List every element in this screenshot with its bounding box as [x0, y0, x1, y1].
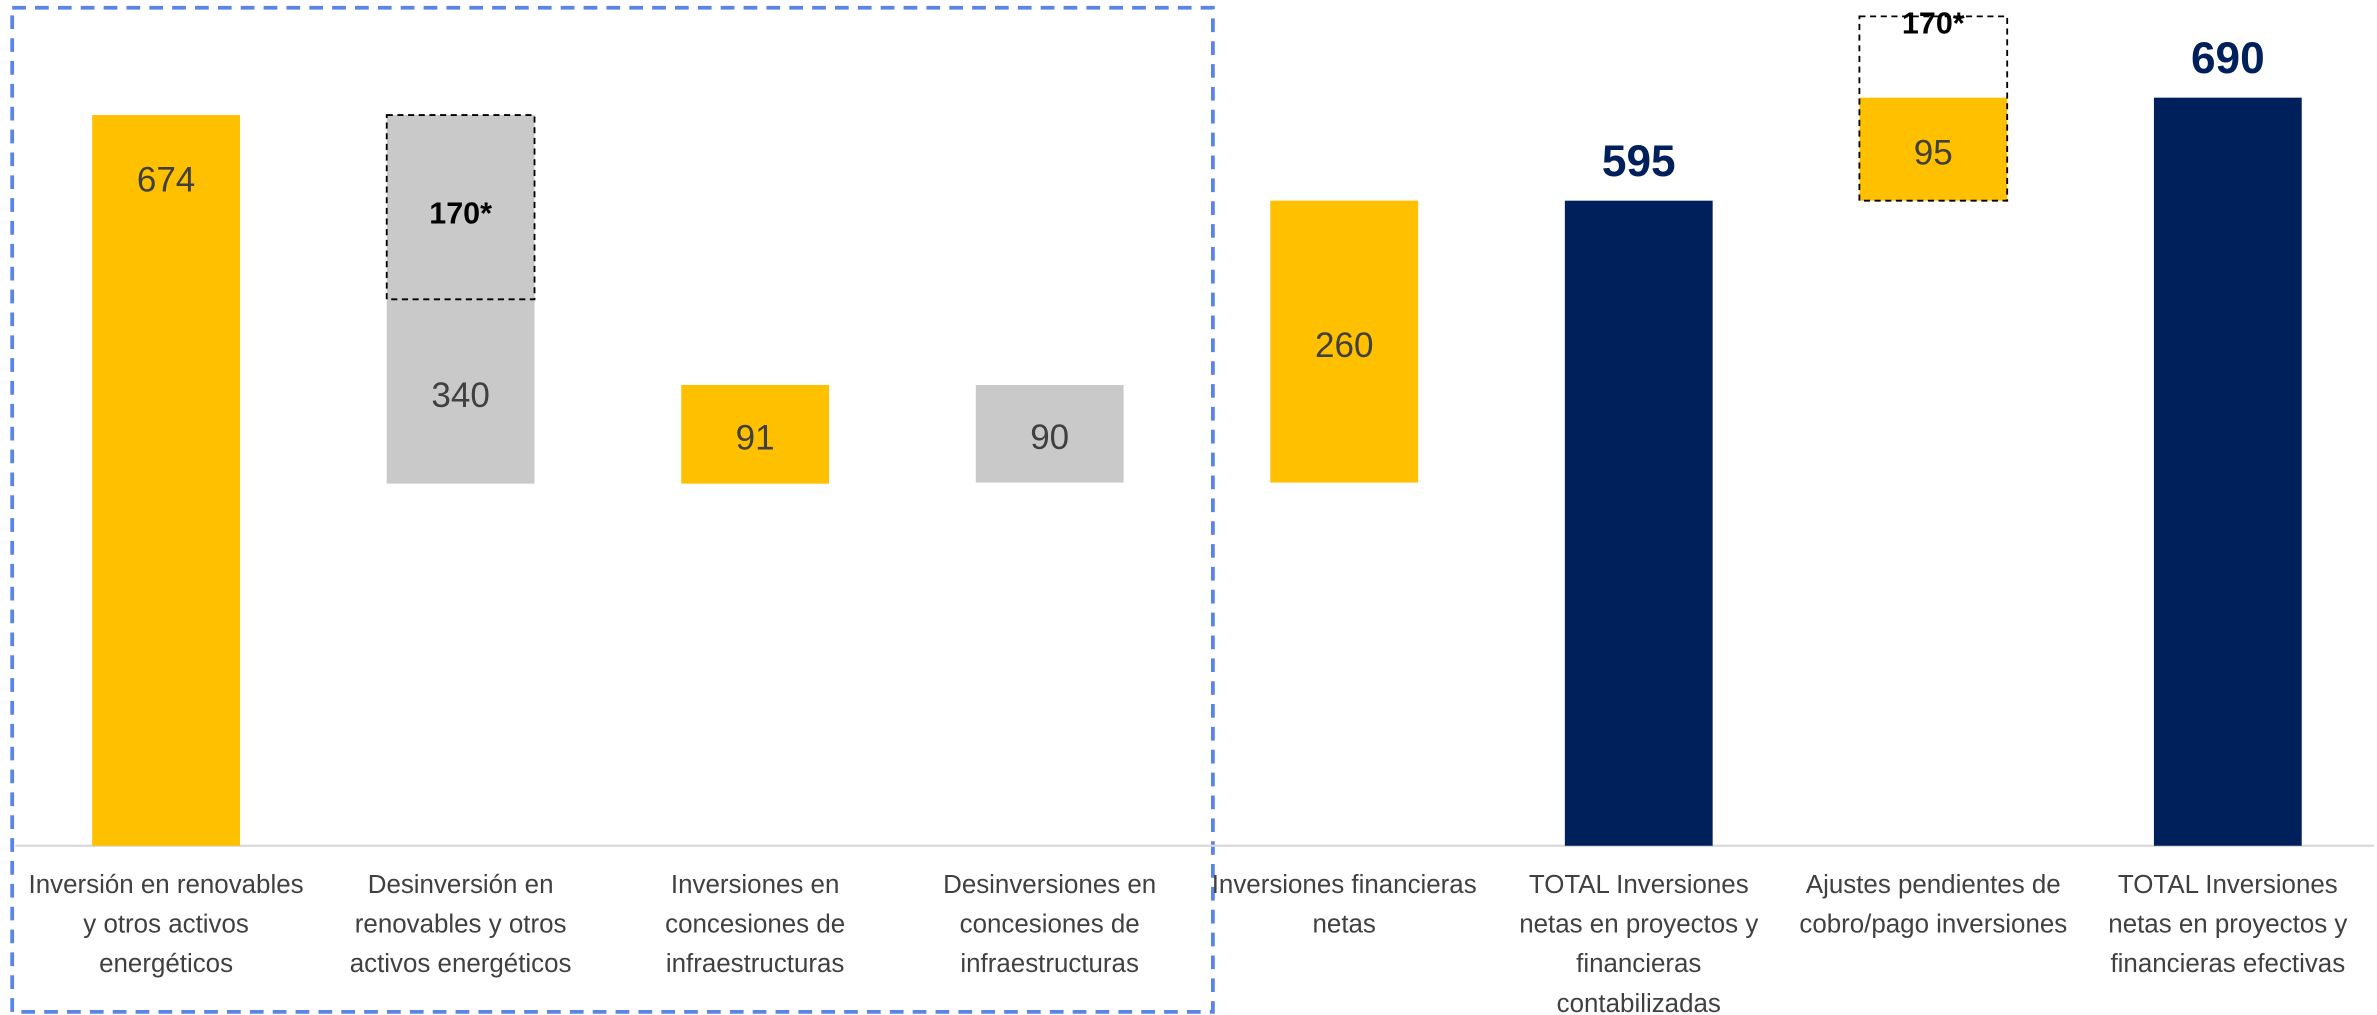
annotation-label: 170*	[429, 197, 492, 231]
x-tick-label: TOTAL Inversiones netas en proyectos y f…	[1519, 870, 1759, 1015]
annotation-box	[1858, 15, 2009, 202]
x-label-box: Desinversiones en concesiones de infraes…	[943, 870, 1157, 979]
value-label: 90	[1030, 418, 1069, 457]
x-tick-label: TOTAL Inversiones netas en proyectos y f…	[2108, 870, 2348, 979]
value-label: 91	[736, 419, 775, 458]
x-label-box: TOTAL Inversiones netas en proyectos y f…	[1519, 870, 1759, 1015]
x-tick-label: Inversión en renovables y otros activos …	[28, 870, 304, 979]
x-label-box: Inversiones financieras netas	[1211, 870, 1477, 939]
x-tick-label: Inversiones financieras netas	[1211, 870, 1477, 939]
x-tick-label: Desinversiones en concesiones de infraes…	[943, 870, 1157, 979]
x-tick-label: Desinversión en renovables y otros activ…	[349, 870, 572, 979]
group-frame	[10, 5, 1215, 1014]
x-label-box: Inversión en renovables y otros activos …	[28, 870, 304, 979]
value-label: 95	[1914, 134, 1953, 173]
bar	[1270, 200, 1419, 483]
x-label-box: Desinversión en renovables y otros activ…	[349, 870, 572, 979]
bar	[1859, 97, 2008, 201]
value-label: 260	[1315, 326, 1373, 365]
x-tick-label: Inversiones en concesiones de infraestru…	[665, 870, 846, 979]
x-label-box: Inversiones en concesiones de infraestru…	[665, 870, 846, 979]
bar	[92, 115, 240, 846]
value-label: 340	[431, 376, 489, 415]
annotation-box	[385, 114, 536, 301]
bar	[1564, 200, 1713, 846]
x-label-box: Ajustes pendientes de cobro/pago inversi…	[1799, 870, 2068, 939]
value-label: 595	[1602, 137, 1676, 186]
bar	[681, 384, 830, 484]
value-label: 674	[137, 160, 195, 199]
value-label: 690	[2191, 34, 2265, 83]
bar	[975, 384, 1124, 483]
annotation-label: 170*	[1902, 7, 1965, 41]
bar	[2153, 97, 2302, 846]
x-label-box: TOTAL Inversiones netas en proyectos y f…	[2108, 870, 2348, 979]
x-tick-label: Ajustes pendientes de cobro/pago inversi…	[1799, 870, 2068, 939]
